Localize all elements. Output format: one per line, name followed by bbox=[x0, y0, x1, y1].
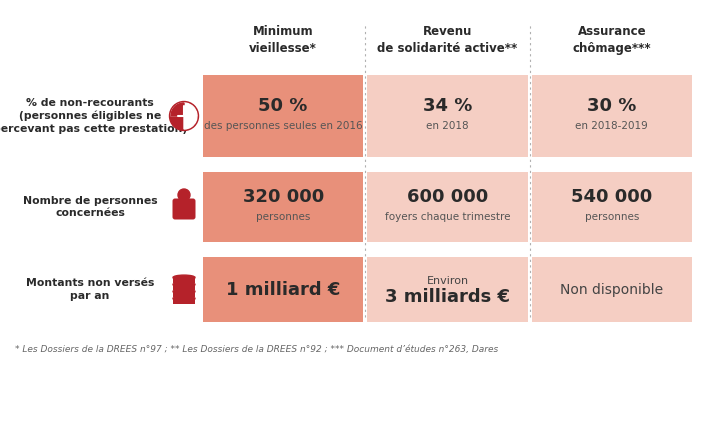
Wedge shape bbox=[171, 103, 197, 129]
Bar bbox=[203, 172, 363, 242]
Ellipse shape bbox=[173, 289, 195, 294]
Text: % de non-recourants
(personnes éligibles ne
percevant pas cette prestation): % de non-recourants (personnes éligibles… bbox=[0, 98, 187, 134]
Text: Minimum
vieillesse*: Minimum vieillesse* bbox=[250, 25, 317, 55]
Bar bbox=[367, 75, 527, 157]
Bar bbox=[173, 290, 195, 297]
Text: Revenu
de solidarité active**: Revenu de solidarité active** bbox=[377, 25, 517, 55]
Circle shape bbox=[169, 102, 199, 131]
Text: 34 %: 34 % bbox=[423, 97, 472, 115]
Text: Montants non versés
par an: Montants non versés par an bbox=[26, 279, 154, 301]
Circle shape bbox=[178, 189, 190, 201]
Bar bbox=[367, 172, 527, 242]
Text: personnes: personnes bbox=[584, 212, 639, 222]
Text: foyers chaque trimestre: foyers chaque trimestre bbox=[385, 212, 510, 222]
Text: 50 %: 50 % bbox=[259, 97, 308, 115]
Bar bbox=[203, 75, 363, 157]
Text: * Les Dossiers de la DREES n°97 ; ** Les Dossiers de la DREES n°92 ; *** Documen: * Les Dossiers de la DREES n°97 ; ** Les… bbox=[15, 345, 498, 354]
Bar bbox=[203, 257, 363, 322]
FancyBboxPatch shape bbox=[173, 198, 195, 220]
Text: Environ: Environ bbox=[427, 275, 469, 286]
Text: 600 000: 600 000 bbox=[407, 188, 488, 206]
Ellipse shape bbox=[173, 282, 195, 287]
Text: 3 milliards €: 3 milliards € bbox=[385, 287, 510, 305]
Bar bbox=[173, 276, 195, 282]
Ellipse shape bbox=[173, 275, 195, 280]
Text: des personnes seules en 2016: des personnes seules en 2016 bbox=[204, 121, 362, 131]
Text: Nombre de personnes
concernées: Nombre de personnes concernées bbox=[23, 196, 157, 218]
Text: en 2018-2019: en 2018-2019 bbox=[575, 121, 648, 131]
Text: Assurance
chômage***: Assurance chômage*** bbox=[572, 25, 651, 55]
Text: 30 %: 30 % bbox=[587, 97, 637, 115]
Bar bbox=[367, 257, 527, 322]
Text: personnes: personnes bbox=[256, 212, 310, 222]
Bar bbox=[532, 257, 692, 322]
Text: 1 milliard €: 1 milliard € bbox=[226, 281, 341, 298]
Bar bbox=[173, 283, 195, 290]
Wedge shape bbox=[171, 103, 184, 116]
Text: 540 000: 540 000 bbox=[571, 188, 652, 206]
Bar bbox=[532, 172, 692, 242]
Text: Non disponible: Non disponible bbox=[560, 282, 663, 297]
Text: en 2018: en 2018 bbox=[427, 121, 469, 131]
Bar bbox=[173, 297, 195, 304]
Text: 320 000: 320 000 bbox=[243, 188, 324, 206]
Ellipse shape bbox=[173, 296, 195, 301]
Bar bbox=[532, 75, 692, 157]
